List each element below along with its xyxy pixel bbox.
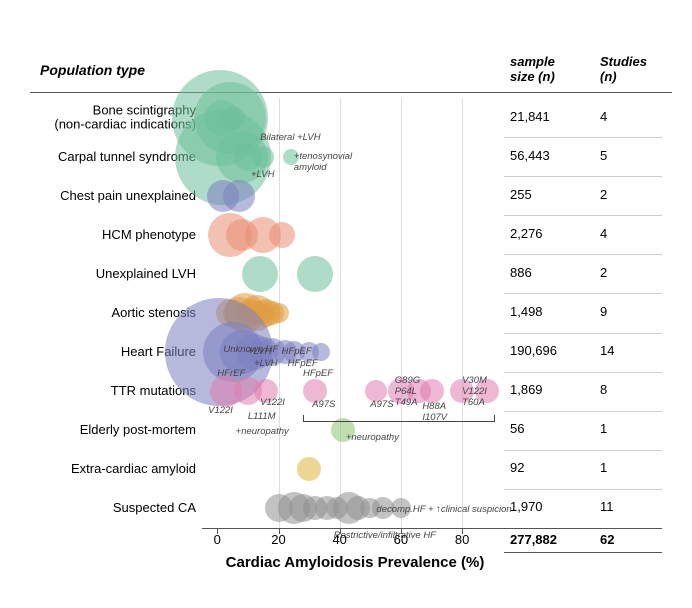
x-tick-label: 20	[271, 528, 285, 547]
sample-size-cell: 255	[510, 187, 580, 202]
annotation: decomp.HF + ↑clinical suspicion	[376, 504, 511, 515]
row-rule	[504, 254, 662, 255]
totals-rule-bot	[504, 552, 662, 553]
annotation: HFrEF	[217, 368, 245, 379]
bubble	[297, 457, 321, 481]
bubble	[420, 379, 444, 403]
population-row-label: Aortic stenosis	[4, 306, 202, 320]
sample-size-cell: 21,841	[510, 109, 580, 124]
studies-cell: 4	[600, 226, 656, 241]
row-rule	[504, 372, 662, 373]
row-rule	[504, 215, 662, 216]
sample-size-header: samplesize (n)	[510, 54, 580, 84]
bubble	[242, 256, 278, 292]
x-axis-title: Cardiac Amyloidosis Prevalence (%)	[226, 554, 485, 571]
studies-cell: 2	[600, 187, 656, 202]
sample-size-cell: 56,443	[510, 148, 580, 163]
brace	[303, 415, 495, 422]
studies-cell: 1	[600, 421, 656, 436]
population-row-label: Chest pain unexplained	[4, 189, 202, 203]
population-row-label: Extra-cardiac amyloid	[4, 462, 202, 476]
row-rule	[504, 176, 662, 177]
row-rule	[504, 411, 662, 412]
bubble-plot: 020406080Bone scintigraphy(non-cardiac i…	[202, 98, 508, 529]
sample-size-cell: 92	[510, 460, 580, 475]
annotation: HFpEF	[282, 346, 312, 357]
sample-size-cell: 886	[510, 265, 580, 280]
population-row-label: Elderly post-mortem	[4, 423, 202, 437]
bubble	[252, 146, 274, 168]
annotation: V30MV122IT60A	[462, 375, 487, 408]
population-row-label: Unexplained LVH	[4, 267, 202, 281]
bubble	[297, 256, 333, 292]
sample-size-cell: 190,696	[510, 343, 580, 358]
annotation: +tenosynovialamyloid	[294, 151, 352, 173]
annotation: V122I	[208, 405, 233, 416]
studies-cell: 2	[600, 265, 656, 280]
studies-cell: 14	[600, 343, 656, 358]
annotation: +LVH	[254, 358, 278, 369]
annotation: V122I	[260, 397, 285, 408]
annotation: G89GP64LT49A	[395, 375, 420, 408]
sample-size-cell: 2,276	[510, 226, 580, 241]
annotation: +neuropathy	[236, 426, 289, 437]
sample-size-cell: 1,970	[510, 499, 580, 514]
row-rule	[504, 333, 662, 334]
studies-cell: 1	[600, 460, 656, 475]
annotation: +LVH	[248, 346, 272, 357]
row-rule	[504, 489, 662, 490]
x-tick-label: 0	[214, 528, 221, 547]
annotation: +LVH	[251, 169, 275, 180]
annotation: +neuropathy	[346, 432, 399, 443]
row-rule	[504, 137, 662, 138]
population-row-label: Carpal tunnel syndrome	[4, 149, 202, 163]
gridline	[462, 98, 463, 528]
annotation: L111M	[248, 411, 276, 422]
studies-header: Studies(n)	[600, 54, 656, 84]
studies-cell: 8	[600, 382, 656, 397]
population-type-header: Population type	[40, 62, 145, 78]
annotation: Bilateral +LVH	[260, 132, 320, 143]
annotation: Restrictive/infiltrative HF	[334, 530, 436, 541]
studies-cell: 9	[600, 304, 656, 319]
bubble	[223, 180, 255, 212]
studies-cell: 5	[600, 148, 656, 163]
bubble	[269, 222, 295, 248]
total-sample: 277,882	[510, 532, 580, 547]
annotation: A97S	[312, 399, 335, 410]
population-row-label: HCM phenotype	[4, 228, 202, 242]
studies-cell: 4	[600, 109, 656, 124]
row-rule	[504, 293, 662, 294]
population-row-label: TTR mutations	[4, 384, 202, 398]
top-rule	[30, 92, 672, 93]
gridline	[401, 98, 402, 528]
sample-size-cell: 56	[510, 421, 580, 436]
totals-rule-top	[504, 528, 662, 529]
annotation: A97S	[370, 399, 393, 410]
x-tick-label: 80	[455, 528, 469, 547]
population-row-label: Suspected CA	[4, 501, 202, 515]
bubble	[269, 303, 289, 323]
sample-size-cell: 1,498	[510, 304, 580, 319]
studies-cell: 11	[600, 499, 656, 514]
annotation: HFpEF	[303, 368, 333, 379]
row-rule	[504, 450, 662, 451]
sample-size-cell: 1,869	[510, 382, 580, 397]
total-studies: 62	[600, 532, 656, 547]
